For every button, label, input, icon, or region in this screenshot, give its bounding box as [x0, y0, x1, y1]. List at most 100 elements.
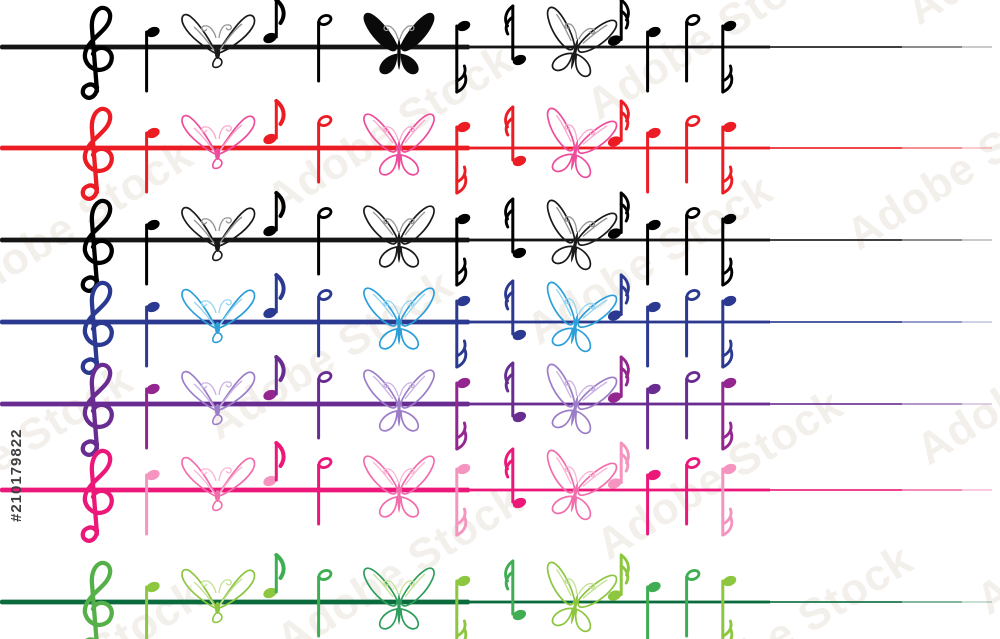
butterfly-icon	[546, 561, 618, 633]
sixteenth-note-icon	[455, 20, 471, 94]
divider-line	[0, 44, 992, 50]
butterfly-icon	[181, 456, 256, 512]
stock-id-watermark: #210179822	[8, 428, 25, 522]
divider-line	[0, 599, 992, 605]
half-note-icon	[685, 115, 701, 184]
divider-row-black-middle	[0, 191, 992, 293]
half-note-icon	[685, 289, 701, 358]
quarter-note-icon	[646, 219, 661, 286]
half-note-icon	[317, 207, 333, 276]
quarter-note-icon	[145, 127, 160, 194]
butterfly-icon	[181, 568, 256, 624]
sixteenth-note-icon	[504, 4, 527, 66]
sixteenth-note-icon	[721, 20, 737, 94]
butterfly-icon	[546, 107, 618, 179]
butterfly-icon	[363, 113, 435, 176]
butterfly-icon	[546, 199, 618, 271]
sixteenth-note-icon	[607, 191, 630, 239]
treble-clef-icon	[80, 5, 114, 100]
quarter-note-icon	[646, 383, 661, 450]
butterfly-icon	[363, 567, 435, 630]
divider-line	[0, 237, 992, 243]
eighth-note-icon	[263, 0, 286, 44]
sixteenth-note-icon	[721, 121, 737, 195]
sixteenth-note-icon	[504, 105, 527, 167]
sixteenth-note-icon	[455, 121, 471, 195]
treble-clef-icon	[80, 280, 114, 375]
quarter-note-icon	[145, 383, 160, 450]
eighth-note-icon	[263, 273, 286, 319]
sixteenth-note-icon	[721, 377, 737, 451]
sixteenth-note-icon	[607, 441, 630, 489]
treble-clef-icon	[80, 198, 114, 293]
quarter-note-icon	[646, 301, 661, 368]
sixteenth-note-icon	[721, 295, 737, 369]
quarter-note-icon	[145, 26, 160, 93]
divider-row-pink	[0, 441, 992, 543]
divider-row-black-top	[0, 0, 992, 100]
divider-line	[0, 319, 992, 325]
sixteenth-note-icon	[607, 553, 630, 601]
divider-line	[0, 401, 992, 407]
butterfly-icon	[363, 12, 435, 75]
half-note-icon	[685, 457, 701, 526]
quarter-note-icon	[646, 581, 661, 639]
sixteenth-note-icon	[607, 273, 630, 321]
sixteenth-note-icon	[455, 575, 471, 639]
butterfly-icon	[181, 370, 256, 426]
quarter-note-icon	[145, 581, 160, 639]
divider-line	[0, 145, 992, 151]
half-note-icon	[685, 14, 701, 83]
butterfly-icon	[546, 281, 618, 353]
half-note-icon	[685, 207, 701, 276]
butterfly-icon	[363, 205, 435, 268]
butterfly-icon	[546, 449, 618, 521]
eighth-note-icon	[263, 441, 286, 487]
sixteenth-note-icon	[504, 197, 527, 259]
sixteenth-note-icon	[455, 377, 471, 451]
eighth-note-icon	[263, 355, 286, 401]
sixteenth-note-icon	[504, 559, 527, 621]
butterfly-icon	[363, 369, 435, 432]
eighth-note-icon	[263, 553, 286, 599]
half-note-icon	[317, 457, 333, 526]
sixteenth-note-icon	[607, 0, 630, 46]
quarter-note-icon	[646, 469, 661, 536]
quarter-note-icon	[145, 301, 160, 368]
sixteenth-note-icon	[607, 355, 630, 403]
sixteenth-note-icon	[607, 99, 630, 147]
half-note-icon	[685, 371, 701, 440]
treble-clef-icon	[80, 106, 114, 201]
divider-row-green	[0, 553, 992, 639]
sixteenth-note-icon	[504, 447, 527, 509]
eighth-note-icon	[263, 99, 286, 145]
treble-clef-icon	[82, 560, 114, 639]
butterfly-icon	[363, 287, 435, 350]
half-note-icon	[317, 569, 333, 638]
butterfly-icon	[181, 114, 256, 170]
treble-clef-icon	[80, 448, 114, 543]
divider-line	[0, 487, 992, 493]
half-note-icon	[317, 14, 333, 83]
sixteenth-note-icon	[455, 463, 471, 537]
butterfly-icon	[546, 6, 618, 78]
butterfly-icon	[181, 206, 256, 262]
sixteenth-note-icon	[455, 295, 471, 369]
sixteenth-note-icon	[721, 213, 737, 287]
quarter-note-icon	[646, 127, 661, 194]
half-note-icon	[317, 115, 333, 184]
butterfly-icon	[363, 455, 435, 518]
half-note-icon	[317, 371, 333, 440]
divider-row-blue	[0, 273, 992, 375]
quarter-note-icon	[145, 219, 160, 286]
sixteenth-note-icon	[455, 213, 471, 287]
treble-clef-icon	[80, 362, 114, 457]
sixteenth-note-icon	[504, 279, 527, 341]
butterfly-icon	[181, 13, 256, 69]
quarter-note-icon	[145, 469, 160, 536]
sixteenth-note-icon	[504, 361, 527, 423]
divider-row-red	[0, 99, 992, 201]
sixteenth-note-icon	[721, 575, 737, 639]
